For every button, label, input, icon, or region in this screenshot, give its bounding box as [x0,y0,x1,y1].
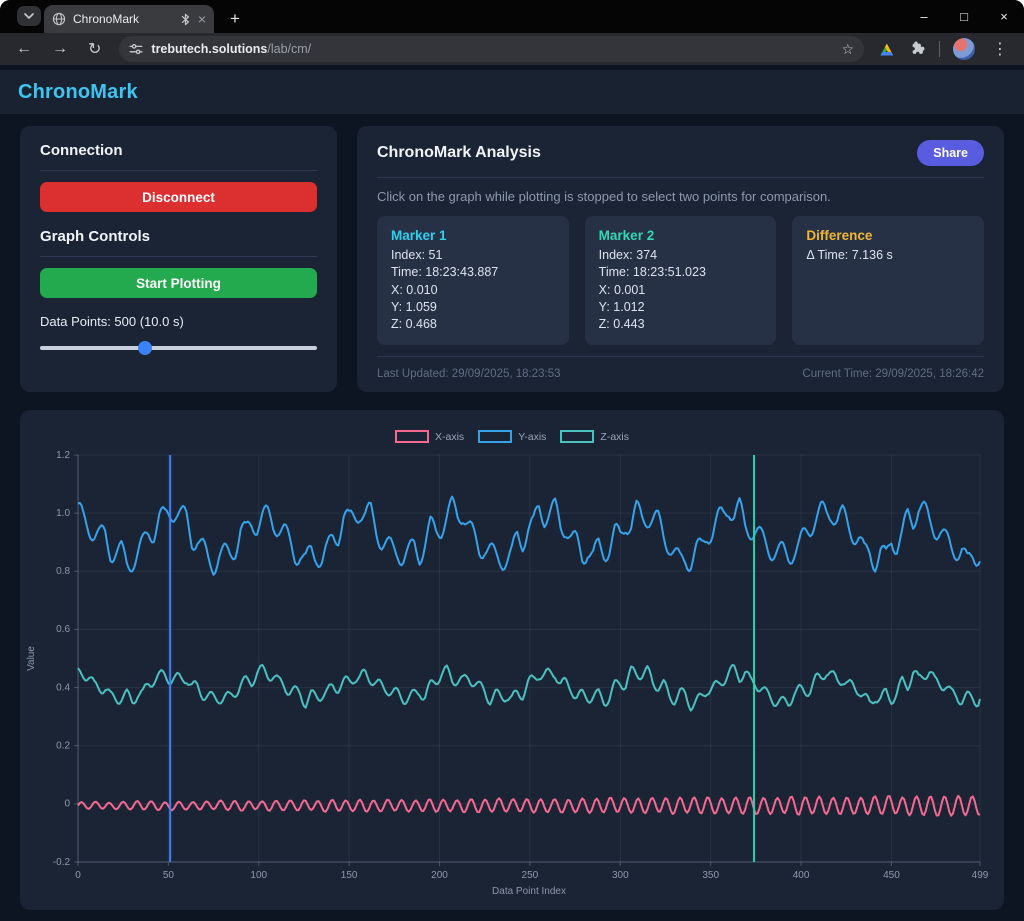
legend-item-x-axis[interactable]: X-axis [395,430,464,443]
window-minimize-button[interactable]: – [904,0,944,33]
analysis-panel: ChronoMark Analysis Share Click on the g… [357,126,1004,392]
extensions-icon[interactable] [905,41,931,57]
marker2-title: Marker 2 [599,228,763,243]
current-time-text: Current Time: 29/09/2025, 18:26:42 [802,368,984,380]
chart-panel: X-axis Y-axis Z-axis [20,410,1004,910]
browser-toolbar: ← → ↻ trebutech.solutions/lab/cm/ ☆ ⋮ [0,33,1024,65]
drive-icon[interactable] [874,42,901,57]
browser-titlebar: ChronoMark × + – □ × [0,0,1024,33]
reload-button[interactable]: ↻ [80,37,109,61]
start-plotting-button[interactable]: Start Plotting [40,268,317,298]
url-path: /lab/cm/ [267,42,311,56]
profile-avatar[interactable] [953,38,975,60]
instruction-text: Click on the graph while plotting is sto… [377,189,984,204]
marker2-time: Time: 18:23:51.023 [599,264,763,281]
page-body: ChronoMark Connection Disconnect Graph C… [0,65,1024,921]
marker1-index: Index: 51 [391,247,555,264]
difference-title: Difference [806,228,970,243]
window-close-button[interactable]: × [984,0,1024,33]
analysis-heading: ChronoMark Analysis [377,144,541,162]
marker1-y: Y: 1.059 [391,299,555,316]
forward-button[interactable]: → [44,38,76,60]
page-title: ChronoMark [18,81,138,104]
url-domain: trebutech.solutions [151,42,267,56]
legend-label: Z-axis [600,431,629,443]
sensor-chart-canvas[interactable] [20,410,1004,910]
address-bar[interactable]: trebutech.solutions/lab/cm/ ☆ [119,36,864,62]
site-settings-icon[interactable] [129,42,143,56]
chart-legend: X-axis Y-axis Z-axis [20,430,1004,443]
marker2-z: Z: 0.443 [599,316,763,333]
divider [377,177,984,178]
difference-delta-time: Δ Time: 7.136 s [806,247,970,264]
marker1-title: Marker 1 [391,228,555,243]
divider [377,356,984,357]
app-header: ChronoMark [0,70,1024,114]
marker2-y: Y: 1.012 [599,299,763,316]
back-button[interactable]: ← [8,38,40,60]
url-text[interactable]: trebutech.solutions/lab/cm/ [151,42,833,56]
browser-tab-chronomark[interactable]: ChronoMark × [44,5,214,33]
slider-track[interactable] [40,346,317,350]
connection-heading: Connection [40,142,317,159]
marker1-z: Z: 0.468 [391,316,555,333]
browser-menu-kebab-icon[interactable]: ⋮ [984,37,1016,61]
legend-label: X-axis [435,431,464,443]
divider [40,256,317,257]
marker2-x: X: 0.001 [599,282,763,299]
difference-card: Difference Δ Time: 7.136 s [792,216,984,345]
bluetooth-icon [180,13,191,26]
toolbar-divider [939,41,940,57]
browser-window: ChronoMark × + – □ × ← → ↻ trebutech.sol… [0,0,1024,921]
data-points-slider[interactable] [40,341,317,355]
bookmark-star-icon[interactable]: ☆ [841,41,854,58]
marker1-card: Marker 1 Index: 51 Time: 18:23:43.887 X:… [377,216,569,345]
legend-swatch [478,430,512,443]
last-updated-text: Last Updated: 29/09/2025, 18:23:53 [377,368,561,380]
window-maximize-button[interactable]: □ [944,0,984,33]
legend-label: Y-axis [518,431,546,443]
new-tab-button[interactable]: + [224,7,246,31]
slider-thumb[interactable] [138,341,152,355]
marker1-x: X: 0.010 [391,282,555,299]
divider [40,170,317,171]
share-button[interactable]: Share [917,140,984,166]
legend-swatch [560,430,594,443]
legend-item-z-axis[interactable]: Z-axis [560,430,629,443]
disconnect-button[interactable]: Disconnect [40,182,317,212]
globe-icon [52,12,66,26]
tab-close-icon[interactable]: × [198,12,206,26]
connection-panel: Connection Disconnect Graph Controls Sta… [20,126,337,392]
chevron-down-icon [24,13,34,19]
marker2-card: Marker 2 Index: 374 Time: 18:23:51.023 X… [585,216,777,345]
legend-swatch [395,430,429,443]
legend-item-y-axis[interactable]: Y-axis [478,430,546,443]
marker2-index: Index: 374 [599,247,763,264]
graph-controls-heading: Graph Controls [40,228,317,245]
data-points-label: Data Points: 500 (10.0 s) [40,314,317,329]
marker1-time: Time: 18:23:43.887 [391,264,555,281]
tab-search-button[interactable] [17,6,41,26]
tab-title: ChronoMark [73,12,173,26]
